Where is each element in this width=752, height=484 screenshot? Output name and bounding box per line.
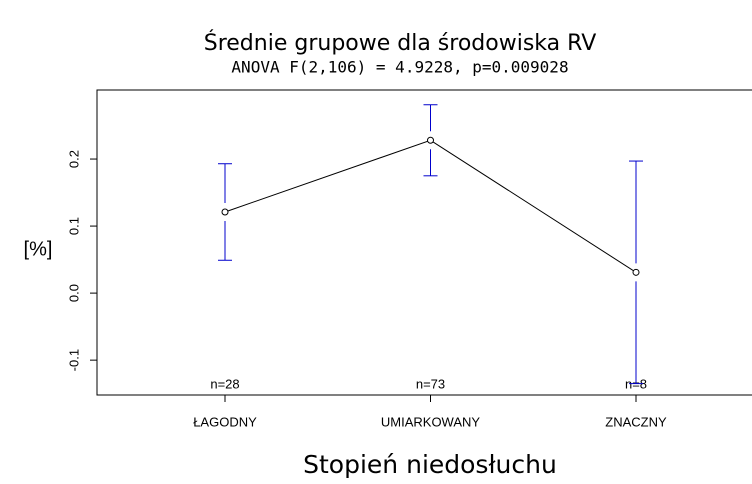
point <box>221 208 229 216</box>
y-tick-label: 0.1 <box>66 217 81 235</box>
y-tick-label: 0.2 <box>66 150 81 168</box>
plot-box <box>96 89 752 396</box>
y-tick-label: -0.1 <box>66 349 81 371</box>
x-tick-label: ZNACZNY <box>605 414 667 429</box>
point <box>632 268 640 276</box>
y-axis-label: [%] <box>24 238 53 260</box>
x-tick-label: ŁAGODNY <box>193 414 257 429</box>
chart-title: Średnie grupowe dla środowiska RV <box>204 30 597 56</box>
annotation: n=73 <box>416 376 445 391</box>
y-tick-label: 0.0 <box>66 284 81 302</box>
annotation: n=28 <box>210 376 239 391</box>
x-axis-label: Stopień niedosłuchu <box>303 450 557 479</box>
x-tick-label: UMIARKOWANY <box>381 414 481 429</box>
chart-subtitle: ANOVA F(2,106) = 4.9228, p=0.009028 <box>231 58 568 77</box>
point <box>427 136 434 144</box>
